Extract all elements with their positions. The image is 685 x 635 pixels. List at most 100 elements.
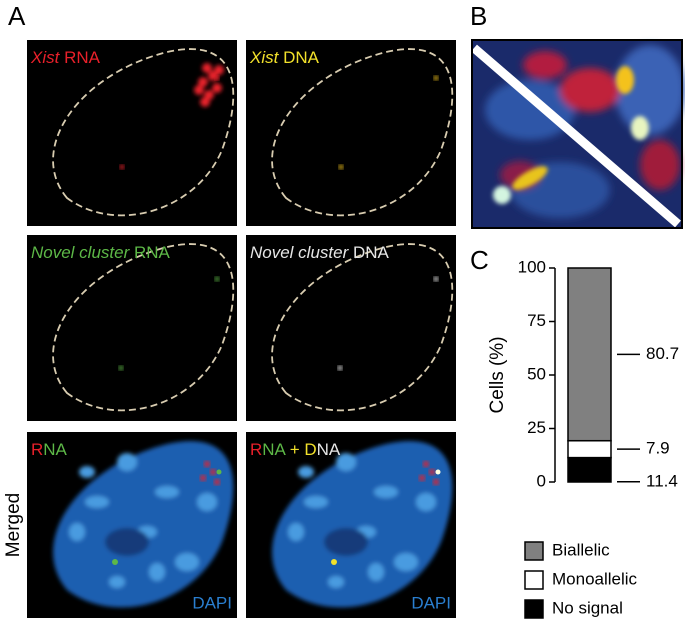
- image-label: RNA: [31, 440, 68, 459]
- signal: [338, 164, 344, 170]
- legend-swatch: [524, 599, 544, 619]
- chromocenter: [149, 563, 165, 581]
- value-label: 80.7: [646, 344, 679, 363]
- dapi-nucleus: [272, 441, 453, 608]
- signal: [214, 75, 220, 81]
- chromocenter: [304, 496, 328, 508]
- chromocenter: [197, 493, 217, 511]
- chromocenter: [336, 453, 356, 471]
- signal: [216, 469, 222, 475]
- chromocenter: [368, 563, 384, 581]
- signal: [433, 276, 439, 282]
- nucleolus: [324, 528, 368, 556]
- y-tick-label: 25: [527, 418, 546, 437]
- image-label: Novel cluster RNA: [31, 243, 171, 262]
- y-tick-label: 50: [527, 364, 546, 383]
- value-label: 11.4: [646, 471, 678, 490]
- signal: [204, 461, 210, 467]
- label-part: R: [31, 440, 43, 459]
- y-axis-title: Cells (%): [487, 336, 508, 413]
- nucleolus: [105, 528, 149, 556]
- micrograph: Novel cluster RNA: [27, 235, 237, 421]
- panel-label: A: [8, 1, 26, 31]
- micrograph: Xist DNA: [246, 40, 456, 226]
- label-part: + D: [285, 440, 317, 459]
- signal: [214, 479, 220, 485]
- chromocenter: [79, 466, 95, 478]
- image-label: RNA + DNA: [250, 440, 341, 459]
- dapi-nucleus: [53, 441, 234, 608]
- image-label: Novel cluster DNA: [250, 243, 390, 262]
- label-part: NA: [43, 440, 67, 459]
- label-part: DNA: [278, 48, 319, 67]
- signal: [433, 75, 439, 81]
- zoom-image: [471, 39, 685, 229]
- label-part: RNA: [129, 243, 170, 262]
- image-label: Xist DNA: [249, 48, 320, 67]
- legend-label: Biallelic: [552, 540, 610, 559]
- signal: [202, 63, 212, 73]
- stain-label: DAPI: [411, 593, 451, 612]
- value-label: 7.9: [646, 439, 670, 458]
- micrograph: Novel cluster DNA: [246, 235, 456, 421]
- signal: [214, 276, 220, 282]
- chromocenter: [416, 493, 436, 511]
- signal: [435, 469, 441, 475]
- legend-label: Monoallelic: [552, 569, 638, 588]
- image-label: Xist RNA: [30, 48, 101, 67]
- label-part: Novel cluster: [250, 243, 350, 262]
- nucleus-outline: [52, 48, 235, 217]
- chromocenter: [109, 576, 125, 588]
- label-part: Novel cluster: [31, 243, 131, 262]
- signal: [419, 475, 425, 481]
- signal: [423, 461, 429, 467]
- signal: [119, 164, 125, 170]
- image-background: [27, 40, 237, 226]
- legend-swatch: [524, 570, 544, 590]
- micrograph: Xist RNA: [27, 40, 237, 226]
- signal: [200, 97, 210, 107]
- bar-segment: [567, 439, 612, 459]
- row-label: Merged: [3, 493, 24, 557]
- chromocenter: [155, 486, 179, 498]
- chromocenter: [69, 523, 85, 541]
- chromocenter: [298, 466, 314, 478]
- signal: [118, 365, 124, 371]
- signal: [194, 85, 204, 95]
- signal: [429, 469, 435, 475]
- signal: [200, 475, 206, 481]
- label-part: NA: [317, 440, 341, 459]
- micrograph: DAPI RNA: [27, 432, 237, 618]
- label-part: RNA: [59, 48, 100, 67]
- signal: [433, 479, 439, 485]
- image-background: [246, 235, 456, 421]
- panel-label: C: [470, 245, 489, 275]
- bar-segment: [567, 267, 612, 442]
- y-tick-label: 75: [527, 311, 546, 330]
- label-part: Xist: [249, 48, 280, 67]
- stain-label: DAPI: [192, 593, 232, 612]
- chromocenter: [394, 553, 418, 571]
- image-background: [246, 40, 456, 226]
- signal: [210, 469, 216, 475]
- signal: [198, 77, 208, 87]
- label-part: R: [250, 440, 262, 459]
- signal: [112, 559, 118, 565]
- nucleus-outline: [271, 48, 454, 217]
- signal: [214, 65, 224, 75]
- legend-swatch: [524, 541, 544, 561]
- chromocenter: [374, 486, 398, 498]
- chromocenter: [117, 453, 137, 471]
- image-background: [27, 235, 237, 421]
- chromocenter: [328, 576, 344, 588]
- nucleus-outline: [52, 243, 235, 412]
- chromocenter: [85, 496, 109, 508]
- bar-segment: [567, 456, 612, 483]
- y-tick-label: 100: [518, 257, 546, 276]
- y-tick-label: 0: [537, 471, 546, 490]
- legend-label: No signal: [552, 598, 623, 617]
- panel-label: B: [470, 1, 487, 31]
- signal: [337, 365, 343, 371]
